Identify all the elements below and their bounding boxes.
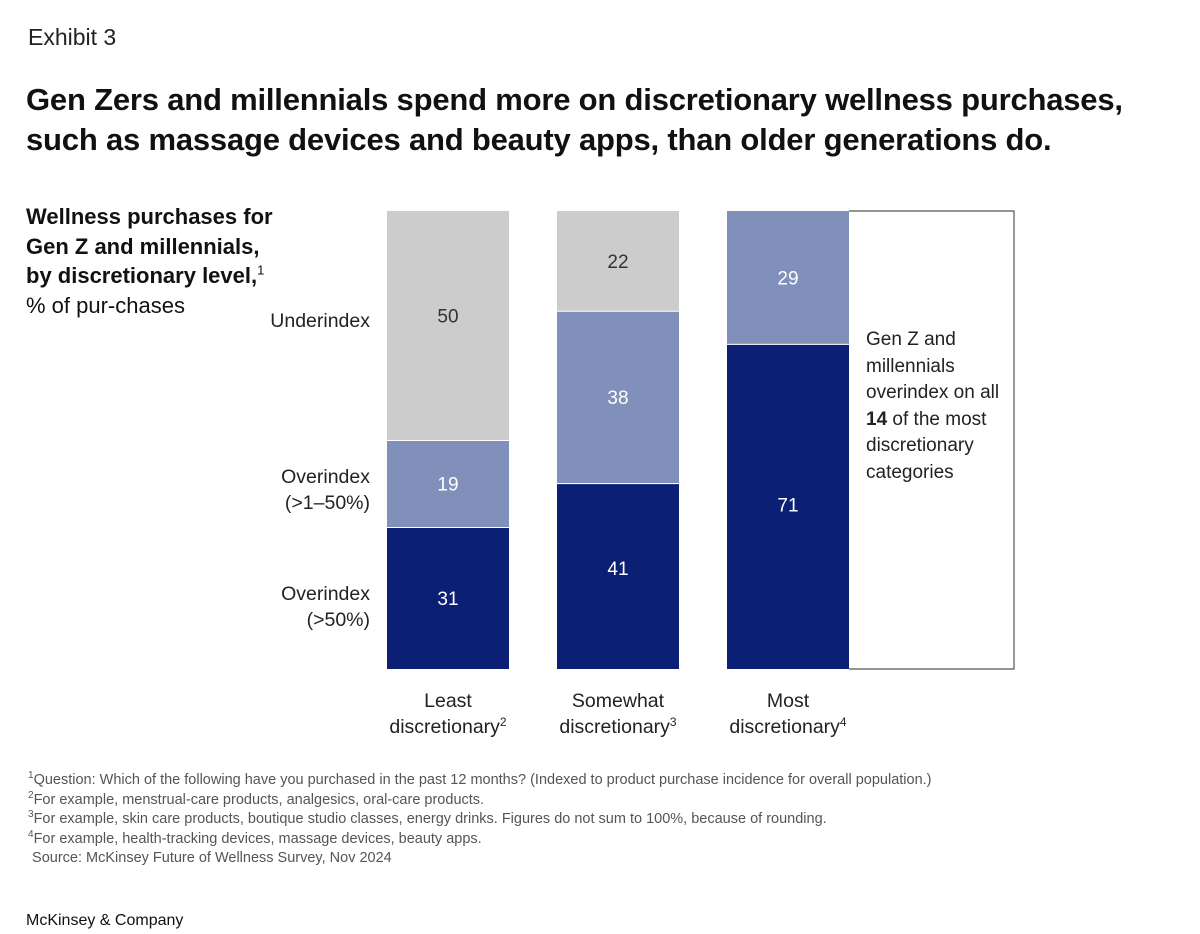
footnote-4-sup: 4	[28, 828, 34, 840]
series-label-under-0: Underindex	[270, 310, 370, 332]
bar-over50-2	[727, 343, 849, 669]
annotation-highlight: 14	[866, 408, 888, 430]
annotation-text: Gen Z and millennials overindex on all 1…	[866, 327, 1006, 486]
footnote-2-sup: 2	[28, 789, 34, 801]
footnote-2-text: For example, menstrual-care products, an…	[33, 791, 485, 808]
annotation-before: Gen Z and millennials overindex on all	[866, 329, 1000, 403]
category-footnote-ref-1: 3	[670, 715, 677, 729]
footnote-4-text: For example, health-tracking devices, ma…	[33, 830, 482, 847]
category-footnote-ref-0: 2	[500, 715, 507, 729]
source-note: Source: McKinsey Future of Wellness Surv…	[28, 849, 1178, 869]
source-text: Source: McKinsey Future of Wellness Surv…	[32, 850, 392, 866]
bar-over50-0	[387, 527, 509, 669]
footnote-3: 3For example, skin care products, boutiq…	[28, 810, 1178, 830]
subtitle-footnote-ref: 1	[257, 262, 265, 278]
chart-subtitle: Wellness purchases for Gen Z and millenn…	[26, 202, 276, 320]
category-label-1-line2: discretionary3	[559, 715, 677, 738]
annotation-bracket	[849, 210, 1015, 670]
exhibit-label: Exhibit 3	[28, 24, 117, 50]
bar-under-1	[557, 211, 679, 311]
bar-over1-0	[387, 440, 509, 528]
bar-under-0	[387, 211, 509, 440]
category-label-2-line2: discretionary4	[729, 715, 847, 738]
bar-value-under-1: 22	[607, 252, 628, 273]
category-label-1-line1: Somewhat	[572, 690, 665, 712]
subtitle-bold: Wellness purchases for Gen Z and millenn…	[26, 204, 273, 288]
brand-logo-text: McKinsey & Company	[26, 912, 184, 929]
bar-value-over50-1: 41	[607, 559, 628, 580]
bar-under-2	[727, 211, 849, 344]
series-label-over50-0: Overindex	[281, 583, 370, 605]
bar-over1-1	[557, 310, 679, 484]
footnote-2: 2For example, menstrual-care products, a…	[28, 789, 1178, 811]
footnote-1-sup: 1	[28, 770, 34, 782]
series-label-over1-0: Overindex	[281, 466, 370, 488]
category-label-0-line2: discretionary2	[389, 715, 507, 738]
bar-value-over50-2: 71	[777, 495, 798, 516]
series-label-over1-1: (>1–50%)	[285, 492, 370, 514]
footnotes: 1Question: Which of the following have y…	[28, 771, 1178, 869]
bar-value-under-2: 29	[777, 268, 798, 289]
series-label-over50-1: (>50%)	[307, 609, 370, 631]
bar-value-under-0: 50	[437, 307, 458, 328]
category-footnote-ref-2: 4	[840, 715, 847, 729]
annotation-after: of the most discretionary categories	[866, 408, 987, 483]
bar-value-over1-1: 38	[607, 388, 628, 409]
category-label-2-line1: Most	[767, 690, 810, 712]
footnote-3-text: For example, skin care products, boutiqu…	[33, 811, 827, 827]
stacked-bar-chart: 31 19 50 Least discretionary2 41 38 22 Somewhat d…	[270, 210, 1015, 738]
footnote-4: 4For example, health-tracking devices, m…	[28, 828, 1178, 850]
footnote-1: 1Question: Which of the following have y…	[28, 771, 1178, 791]
footnote-1-text: Question: Which of the following have yo…	[33, 772, 932, 788]
category-label-0-line1: Least	[424, 690, 472, 712]
bar-over50-1	[557, 483, 679, 669]
bar-value-over50-0: 31	[437, 589, 458, 610]
footnote-3-sup: 3	[28, 809, 34, 821]
bar-value-over1-0: 19	[437, 475, 458, 496]
subtitle-unit: % of pur-chases	[26, 292, 185, 318]
page-title: Gen Zers and millennials spend more on d…	[26, 82, 1123, 157]
